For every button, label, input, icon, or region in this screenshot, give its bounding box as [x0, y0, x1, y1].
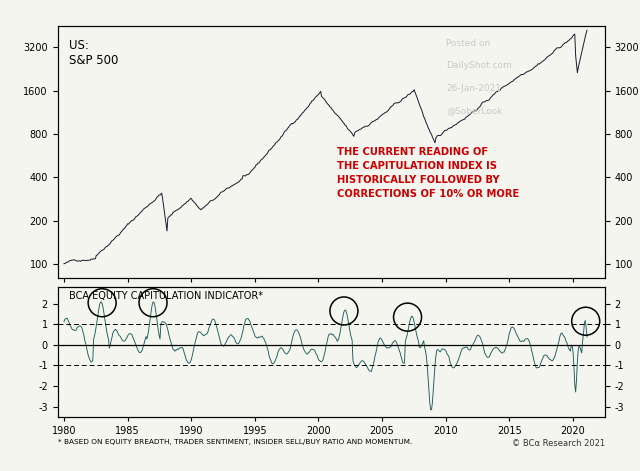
Text: BCA EQUITY CAPITULATION INDICATOR*: BCA EQUITY CAPITULATION INDICATOR*: [68, 291, 262, 301]
Text: 26-Jan-2021: 26-Jan-2021: [446, 84, 501, 93]
Text: Posted on: Posted on: [446, 39, 490, 48]
Text: US:
S&P 500: US: S&P 500: [68, 39, 118, 66]
Text: @SoberLook: @SoberLook: [446, 106, 502, 115]
Text: THE CURRENT READING OF
THE CAPITULATION INDEX IS
HISTORICALLY FOLLOWED BY
CORREC: THE CURRENT READING OF THE CAPITULATION …: [337, 147, 519, 199]
Text: DailyShot.com: DailyShot.com: [446, 61, 512, 70]
Text: © BCα Research 2021: © BCα Research 2021: [511, 439, 605, 448]
Text: * BASED ON EQUITY BREADTH, TRADER SENTIMENT, INSIDER SELL/BUY RATIO AND MOMENTUM: * BASED ON EQUITY BREADTH, TRADER SENTIM…: [58, 439, 412, 445]
